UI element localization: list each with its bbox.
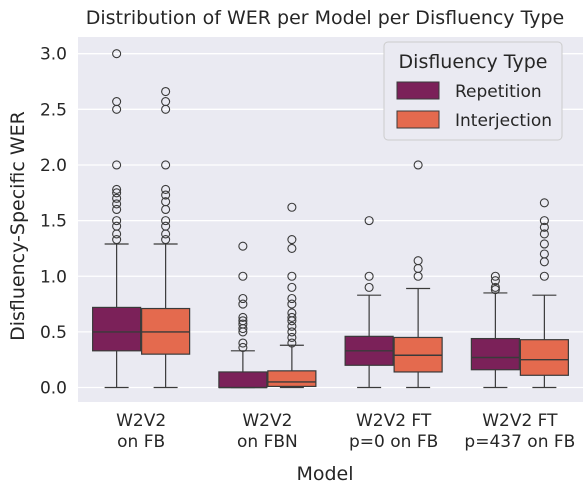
outlier-point — [287, 293, 297, 304]
x-tick-label: W2V2 — [116, 411, 166, 431]
box-iqr — [519, 339, 569, 376]
y-tick-label: 3.0 — [40, 45, 67, 65]
legend-label-repetition: Repetition — [455, 82, 542, 102]
outlier-point — [238, 312, 248, 322]
outlier-point — [161, 184, 171, 195]
y-tick-label: 0.0 — [40, 379, 67, 399]
outlier-point — [287, 234, 297, 245]
outlier-point — [364, 216, 374, 226]
legend-swatch-interjection — [396, 110, 440, 129]
y-tick-label: 1.0 — [40, 267, 67, 287]
outlier-point — [287, 327, 297, 337]
outlier-point — [287, 299, 297, 309]
outlier-point — [539, 198, 549, 208]
outlier-point — [161, 86, 171, 97]
box-iqr — [92, 306, 142, 352]
outlier-point — [287, 332, 297, 343]
outlier-point — [364, 282, 374, 292]
outlier-point — [490, 276, 500, 286]
box-iqr — [267, 370, 317, 388]
legend: Disfluency Type Repetition Interjection — [383, 41, 563, 141]
y-axis-ticks: 0.0 0.5 1.0 1.5 2.0 2.5 3.0 — [40, 45, 67, 399]
box-interjection-3 — [519, 198, 569, 389]
y-tick-label: 1.5 — [40, 212, 67, 232]
box-repetition-1 — [218, 241, 268, 389]
x-tick-label: W2V2 FT — [356, 411, 432, 431]
legend-swatch-repetition — [396, 81, 440, 100]
outlier-point — [112, 234, 122, 245]
legend-label-interjection: Interjection — [455, 111, 552, 131]
outlier-point — [161, 197, 171, 207]
legend-title: Disfluency Type — [399, 51, 548, 73]
outlier-point — [539, 239, 549, 249]
y-axis-label: Disfluency-Specific WER — [7, 111, 29, 341]
x-tick-label: W2V2 — [242, 411, 292, 431]
outlier-point — [161, 234, 171, 245]
outlier-point — [539, 216, 549, 226]
chart-title: Distribution of WER per Model per Disflu… — [86, 7, 564, 29]
outlier-point — [539, 271, 549, 281]
outlier-point — [539, 249, 549, 259]
outlier-point — [413, 160, 423, 170]
outlier-point — [490, 285, 500, 295]
outlier-point — [112, 199, 122, 209]
box-repetition-2 — [344, 216, 394, 389]
x-tick-label: on FBN — [237, 432, 298, 452]
outlier-point — [112, 221, 122, 231]
outlier-point — [490, 271, 500, 281]
outlier-point — [112, 184, 122, 195]
y-tick-label: 2.0 — [40, 156, 67, 176]
outlier-point — [490, 282, 500, 292]
outlier-point — [112, 188, 122, 198]
box-iqr — [218, 371, 268, 389]
outlier-point — [287, 308, 297, 318]
box-repetition-0 — [92, 49, 142, 389]
x-axis-label: Model — [296, 463, 353, 485]
x-tick-label: p=437 on FB — [464, 432, 575, 452]
outlier-point — [238, 293, 248, 304]
outlier-point — [238, 316, 248, 326]
outlier-point — [287, 271, 297, 281]
outlier-point — [161, 221, 171, 231]
x-tick-label: W2V2 FT — [482, 411, 558, 431]
outlier-point — [287, 243, 297, 253]
outlier-point — [112, 49, 122, 59]
outlier-point — [161, 190, 171, 200]
x-tick-label: on FB — [117, 432, 165, 452]
box-interjection-2 — [393, 160, 443, 389]
box-interjection-1 — [267, 202, 317, 389]
outlier-point — [238, 338, 248, 348]
outlier-point — [287, 282, 297, 292]
outlier-point — [287, 321, 297, 331]
boxes — [92, 49, 569, 389]
outlier-point — [539, 229, 549, 239]
outlier-point — [413, 256, 423, 266]
outlier-point — [238, 319, 248, 329]
outlier-point — [238, 342, 248, 353]
outlier-point — [112, 216, 122, 226]
outlier-point — [161, 96, 171, 107]
y-tick-label: 0.5 — [40, 323, 67, 343]
outlier-point — [112, 96, 122, 107]
outlier-point — [112, 204, 122, 215]
outlier-point — [364, 271, 374, 281]
outlier-point — [238, 271, 248, 281]
outlier-point — [287, 202, 297, 212]
outlier-point — [287, 338, 297, 348]
box-iqr — [470, 337, 520, 371]
box-repetition-3 — [470, 271, 520, 389]
outlier-point — [287, 312, 297, 322]
outlier-point — [112, 193, 122, 203]
y-tick-label: 2.5 — [40, 100, 67, 120]
outlier-point — [539, 222, 549, 232]
outlier-point — [112, 160, 122, 170]
x-tick-label: p=0 on FB — [349, 432, 438, 452]
outlier-point — [238, 241, 248, 251]
outlier-point — [238, 299, 248, 309]
outlier-point — [161, 160, 171, 170]
box-interjection-0 — [141, 86, 191, 389]
outlier-point — [161, 216, 171, 226]
